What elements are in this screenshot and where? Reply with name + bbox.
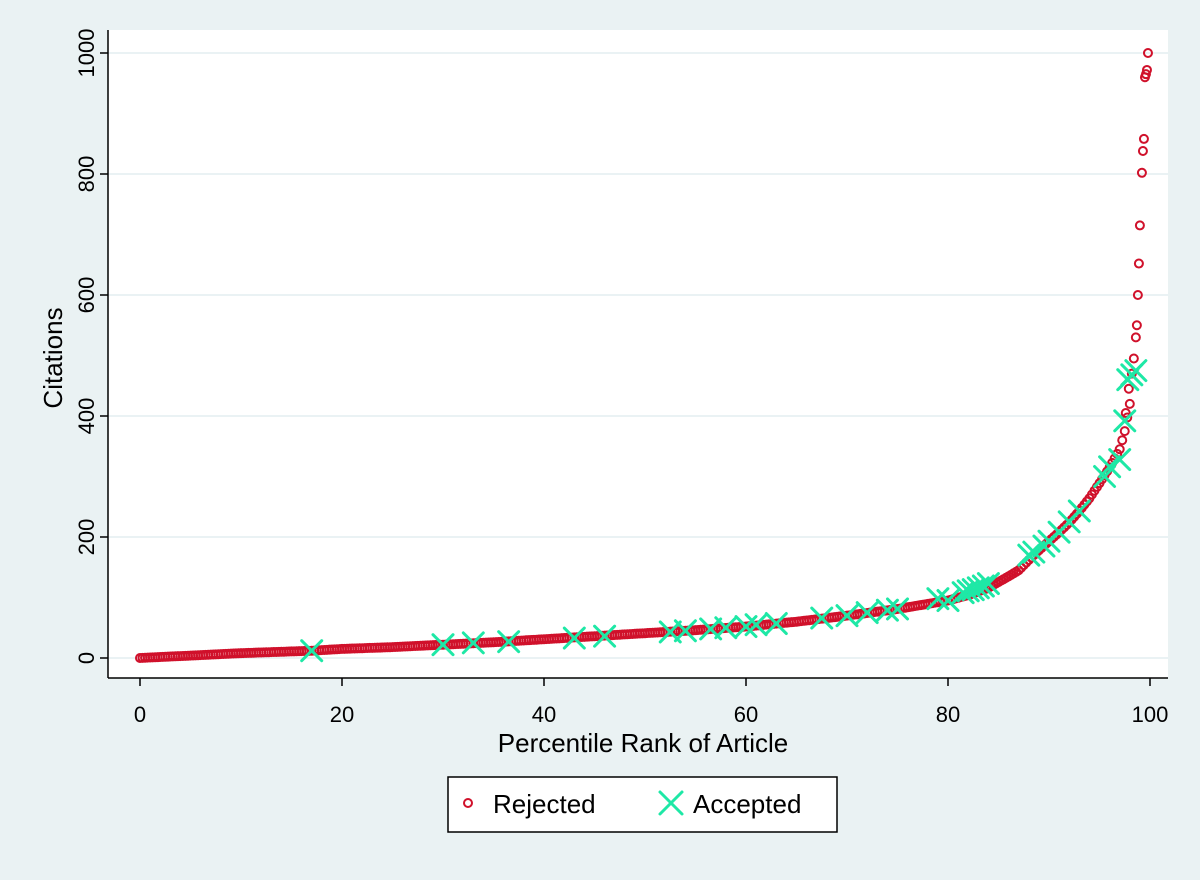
rejected-point bbox=[1142, 48, 1153, 58]
accepted-point bbox=[431, 633, 455, 657]
accepted-point bbox=[886, 597, 909, 621]
plot-area bbox=[108, 30, 1168, 678]
accepted-point bbox=[1113, 409, 1137, 433]
axes: 0 200 400 600 800 1000 0 20 40 60 80 100 bbox=[74, 29, 1168, 727]
accepted-point bbox=[1108, 448, 1132, 472]
accepted-point bbox=[1022, 540, 1046, 564]
legend-box bbox=[447, 776, 838, 833]
accepted-point bbox=[1067, 499, 1091, 523]
grid-lines bbox=[108, 52, 1168, 659]
x-tick-label: 80 bbox=[936, 702, 960, 727]
accepted-point bbox=[1124, 359, 1148, 383]
y-tick-label: 1000 bbox=[74, 29, 99, 78]
rejected-point bbox=[1123, 383, 1134, 394]
series-accepted bbox=[300, 359, 1148, 663]
accepted-point bbox=[593, 624, 617, 648]
x-tick-label: 40 bbox=[532, 702, 556, 727]
rejected-point bbox=[1133, 258, 1144, 269]
y-tick-label: 600 bbox=[74, 277, 99, 314]
rejected-point bbox=[1128, 353, 1139, 364]
legend-accepted-label: Accepted bbox=[693, 789, 801, 819]
accepted-point bbox=[971, 574, 995, 598]
accepted-point bbox=[673, 619, 697, 643]
rejected-point bbox=[1114, 444, 1125, 455]
rejected-point bbox=[1141, 64, 1152, 75]
rejected-point bbox=[1120, 407, 1131, 418]
rejected-point bbox=[1130, 332, 1141, 343]
accepted-point bbox=[562, 626, 586, 650]
rejected-point bbox=[1136, 167, 1147, 178]
accepted-point bbox=[497, 630, 521, 654]
accepted-point bbox=[714, 616, 738, 640]
y-tick-label: 0 bbox=[74, 652, 99, 664]
accepted-point bbox=[744, 613, 768, 637]
legend-rejected-label: Rejected bbox=[493, 789, 596, 819]
legend-accepted-marker bbox=[658, 790, 684, 816]
x-tick-label: 60 bbox=[734, 702, 758, 727]
y-tick-label: 800 bbox=[74, 156, 99, 193]
rejected-point bbox=[1140, 69, 1151, 80]
accepted-point bbox=[300, 639, 324, 663]
rejected-point bbox=[1117, 435, 1128, 446]
accepted-point bbox=[810, 606, 834, 630]
rejected-point bbox=[1131, 320, 1142, 331]
accepted-point bbox=[976, 572, 1000, 596]
rejected-point bbox=[1137, 146, 1148, 157]
accepted-point bbox=[835, 604, 859, 628]
accepted-point bbox=[764, 612, 788, 636]
accepted-point bbox=[936, 589, 960, 613]
rejected-point bbox=[1134, 220, 1145, 231]
x-tick-label: 0 bbox=[134, 702, 146, 727]
legend: Rejected Accepted bbox=[447, 776, 838, 833]
y-tick-label: 400 bbox=[74, 398, 99, 435]
x-axis-title: Percentile Rank of Article bbox=[498, 728, 788, 758]
rejected-point bbox=[1132, 290, 1143, 300]
accepted-point bbox=[855, 601, 879, 625]
accepted-point bbox=[1098, 455, 1122, 479]
rejected-point bbox=[1138, 133, 1149, 144]
rejected-point bbox=[1119, 426, 1130, 437]
legend-rejected-marker bbox=[463, 798, 473, 808]
y-axis-title: Citations bbox=[38, 307, 68, 408]
accepted-point bbox=[461, 631, 485, 655]
y-tick-label: 200 bbox=[74, 519, 99, 556]
rejected-point bbox=[1124, 398, 1135, 409]
x-tick-label: 20 bbox=[330, 702, 354, 727]
x-tick-label: 100 bbox=[1132, 702, 1169, 727]
